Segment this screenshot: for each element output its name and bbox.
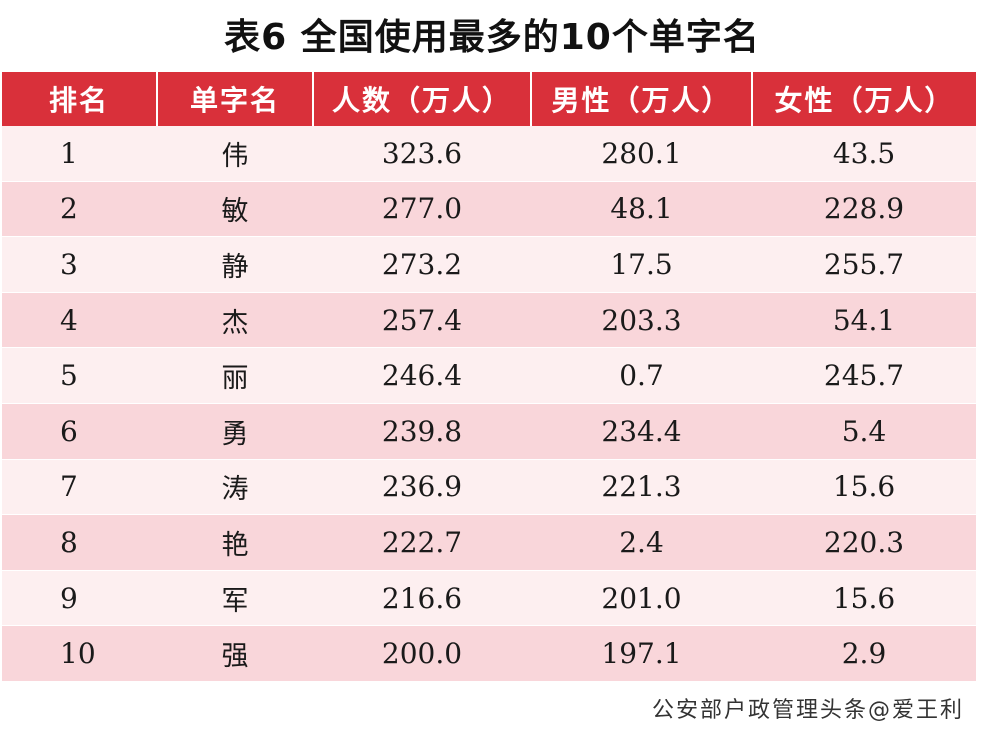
header-rank: 排名	[2, 72, 157, 126]
table-header-row: 排名 单字名 人数（万人） 男性（万人） 女性（万人）	[2, 72, 976, 126]
cell-female: 220.3	[752, 514, 976, 571]
cell-female: 245.7	[752, 347, 976, 404]
table-row: 5 丽 246.4 0.7 245.7	[2, 347, 976, 404]
cell-name: 军	[157, 570, 313, 627]
cell-rank: 10	[2, 625, 157, 682]
cell-male: 2.4	[531, 514, 752, 571]
cell-name: 艳	[157, 514, 313, 571]
cell-name: 丽	[157, 347, 313, 404]
cell-female: 15.6	[752, 459, 976, 516]
cell-male: 17.5	[531, 236, 752, 293]
cell-male: 0.7	[531, 347, 752, 404]
cell-total: 239.8	[313, 403, 531, 460]
table-row: 1 伟 323.6 280.1 43.5	[2, 126, 976, 182]
header-total: 人数（万人）	[312, 72, 531, 126]
table-row: 9 军 216.6 201.0 15.6	[2, 570, 976, 627]
cell-total: 323.6	[313, 126, 531, 182]
table-row: 8 艳 222.7 2.4 220.3	[2, 514, 976, 571]
cell-rank: 8	[2, 514, 157, 571]
cell-total: 216.6	[313, 570, 531, 627]
cell-rank: 9	[2, 570, 157, 627]
cell-male: 203.3	[531, 292, 752, 349]
cell-name: 敏	[157, 181, 313, 238]
table-row: 6 勇 239.8 234.4 5.4	[2, 403, 976, 460]
table-row: 2 敏 277.0 48.1 228.9	[2, 181, 976, 238]
cell-female: 15.6	[752, 570, 976, 627]
cell-rank: 6	[2, 403, 157, 460]
table-row: 10 强 200.0 197.1 2.9	[2, 625, 976, 682]
cell-rank: 2	[2, 181, 157, 238]
cell-total: 277.0	[313, 181, 531, 238]
cell-male: 201.0	[531, 570, 752, 627]
cell-male: 280.1	[531, 126, 752, 182]
cell-total: 200.0	[313, 625, 531, 682]
cell-name: 涛	[157, 459, 313, 516]
cell-rank: 1	[2, 126, 157, 182]
cell-name: 勇	[157, 403, 313, 460]
header-male: 男性（万人）	[530, 72, 752, 126]
cell-female: 54.1	[752, 292, 976, 349]
cell-male: 197.1	[531, 625, 752, 682]
cell-name: 静	[157, 236, 313, 293]
cell-name: 强	[157, 625, 313, 682]
table-row: 4 杰 257.4 203.3 54.1	[2, 292, 976, 349]
cell-rank: 5	[2, 347, 157, 404]
table-title: 表6 全国使用最多的10个单字名	[224, 17, 760, 58]
cell-total: 246.4	[313, 347, 531, 404]
cell-rank: 7	[2, 459, 157, 516]
cell-rank: 4	[2, 292, 157, 349]
table-row: 7 涛 236.9 221.3 15.6	[2, 459, 976, 516]
cell-total: 222.7	[313, 514, 531, 571]
table-row: 3 静 273.2 17.5 255.7	[2, 236, 976, 293]
cell-name: 杰	[157, 292, 313, 349]
cell-rank: 3	[2, 236, 157, 293]
header-name: 单字名	[156, 72, 313, 126]
cell-total: 273.2	[313, 236, 531, 293]
cell-male: 48.1	[531, 181, 752, 238]
source-note: 公安部户政管理头条@爱王利	[651, 698, 964, 723]
cell-female: 255.7	[752, 236, 976, 293]
cell-total: 257.4	[313, 292, 531, 349]
cell-name: 伟	[157, 126, 313, 182]
cell-male: 221.3	[531, 459, 752, 516]
cell-male: 234.4	[531, 403, 752, 460]
names-table: 排名 单字名 人数（万人） 男性（万人） 女性（万人） 1 伟 323.6 28…	[2, 72, 976, 682]
cell-female: 228.9	[752, 181, 976, 238]
cell-female: 43.5	[752, 126, 976, 182]
header-female: 女性（万人）	[751, 72, 976, 126]
cell-female: 5.4	[752, 403, 976, 460]
cell-total: 236.9	[313, 459, 531, 516]
cell-female: 2.9	[752, 625, 976, 682]
